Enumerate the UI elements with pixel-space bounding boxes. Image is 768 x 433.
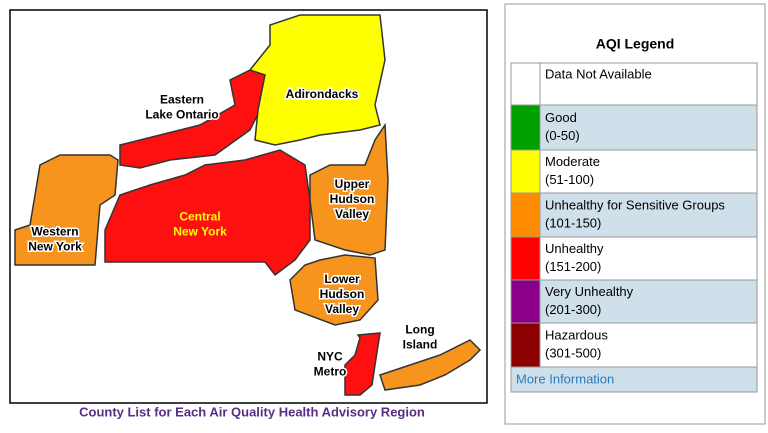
region-label: New York: [28, 240, 82, 254]
region-label: Hudson: [330, 192, 375, 206]
legend-row: [510, 192, 758, 238]
region-upper-hudson-valley[interactable]: [309, 122, 389, 256]
region-adirondacks[interactable]: [248, 14, 386, 146]
region-central-new-york[interactable]: [104, 149, 311, 277]
region-label: NYC: [317, 350, 343, 364]
legend-swatch: [510, 322, 541, 368]
region-label: Island: [403, 338, 438, 352]
region-label: Metro: [314, 365, 347, 379]
legend-row: [510, 104, 758, 151]
region-label: New York: [173, 225, 227, 239]
legend-category: Unhealthy for Sensitive Groups: [545, 197, 725, 212]
legend-category: Good: [545, 110, 577, 125]
region-label: Adirondacks: [286, 87, 359, 101]
legend-row: [510, 62, 758, 106]
region-label: Upper: [335, 177, 370, 191]
legend-swatch: [510, 149, 541, 194]
legend-title: AQI Legend: [596, 36, 675, 52]
region-label: Valley: [335, 207, 369, 221]
more-information-link[interactable]: More Information: [516, 371, 614, 386]
region-label: Long: [405, 323, 434, 337]
legend-row: [510, 366, 758, 393]
legend-swatch: [510, 104, 541, 151]
region-lower-hudson-valley[interactable]: [289, 254, 379, 326]
legend-range: (101-150): [545, 215, 601, 230]
legend-swatch: [510, 236, 541, 281]
region-label: Hudson: [320, 287, 365, 301]
legend-row: [510, 149, 758, 194]
legend-category: Moderate: [545, 154, 600, 169]
legend-category: Hazardous: [545, 327, 608, 342]
region-label: Lower: [324, 272, 360, 286]
region-nyc-metro[interactable]: [344, 332, 381, 396]
legend-row: [510, 279, 758, 324]
legend-category: Very Unhealthy: [545, 284, 634, 299]
legend-range: (301-500): [545, 345, 601, 360]
legend-range: (0-50): [545, 128, 580, 143]
legend-range: (51-100): [545, 172, 594, 187]
legend-range: (201-300): [545, 302, 601, 317]
region-long-island[interactable]: [379, 339, 482, 391]
legend-row: [510, 322, 758, 368]
legend-swatch: [510, 62, 541, 106]
legend-swatch: [510, 192, 541, 238]
legend-range: (151-200): [545, 259, 601, 274]
region-label: Eastern: [160, 93, 204, 107]
region-label: Central: [179, 210, 220, 224]
map: [14, 14, 482, 396]
region-label: Lake Ontario: [145, 108, 218, 122]
legend-category: Data Not Available: [545, 66, 652, 81]
region-label: Valley: [325, 302, 359, 316]
legend-category: Unhealthy: [545, 241, 604, 256]
caption-link[interactable]: County List for Each Air Quality Health …: [79, 404, 425, 419]
legend-swatch: [510, 279, 541, 324]
region-western-new-york[interactable]: [14, 154, 119, 266]
legend-table: Data Not Available Good (0-50) Moderate (51-…: [510, 62, 758, 393]
region-label: Western: [31, 225, 78, 239]
